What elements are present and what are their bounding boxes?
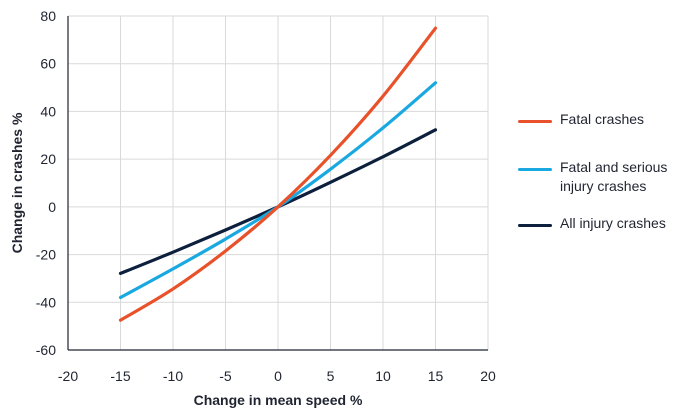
x-tick-label: -15 xyxy=(110,368,130,384)
y-tick-label: -40 xyxy=(36,294,56,310)
legend-label: All injury crashes xyxy=(560,215,666,231)
x-tick-label: -20 xyxy=(58,368,78,384)
y-tick-label: 80 xyxy=(40,8,56,24)
legend-item: Fatal crashes xyxy=(518,110,644,129)
y-tick-label: 20 xyxy=(40,151,56,167)
axes: -20 -15 -10 -5 0 5 10 15 20 -60 -40 -20 0 20 40 60 80 xyxy=(36,8,496,384)
y-tick-label: 60 xyxy=(40,56,56,72)
x-tick-label: 5 xyxy=(327,368,335,384)
legend-swatch xyxy=(518,224,552,227)
legend-label: Fatal crashes xyxy=(560,111,645,127)
x-tick-label: 10 xyxy=(375,368,391,384)
legend-swatch xyxy=(518,168,552,171)
x-tick-label: 15 xyxy=(428,368,444,384)
x-tick-label: -10 xyxy=(163,368,183,384)
grid xyxy=(67,15,489,351)
y-tick-label: 40 xyxy=(40,103,56,119)
legend-item: All injury crashes xyxy=(518,214,666,233)
legend-swatch xyxy=(518,120,552,123)
x-tick-label: -5 xyxy=(219,368,232,384)
legend-label: Fatal and serious injury crashes xyxy=(560,159,668,194)
series xyxy=(118,26,438,322)
y-tick-label: -20 xyxy=(36,247,56,263)
x-tick-label: 0 xyxy=(274,368,282,384)
y-tick-label: -60 xyxy=(36,342,56,358)
x-tick-label: 20 xyxy=(480,368,496,384)
series-line-fatal-crashes xyxy=(118,26,438,322)
x-axis-title: Change in mean speed % xyxy=(194,392,363,408)
y-axis-title: Change in crashes % xyxy=(9,112,25,253)
y-tick-label: 0 xyxy=(48,199,56,215)
legend-item: Fatal and serious injury crashes xyxy=(518,158,667,196)
